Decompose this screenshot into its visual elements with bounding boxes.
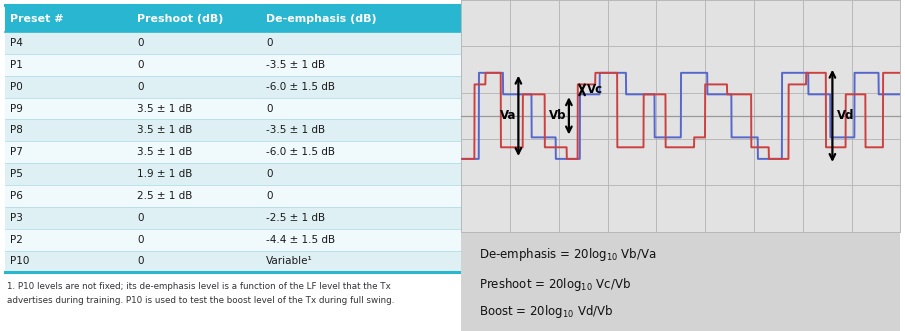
Text: P4: P4 [11,38,24,48]
Text: 3.5 ± 1 dB: 3.5 ± 1 dB [138,147,193,157]
Text: P9: P9 [11,104,24,114]
Bar [131,251,261,272]
Bar [5,207,131,229]
Text: De-emphasis (dB): De-emphasis (dB) [266,14,376,24]
Bar [462,0,900,232]
Bar [131,185,261,207]
Bar [261,98,462,119]
Text: 0: 0 [138,82,144,92]
Bar [5,229,131,251]
Text: 0: 0 [266,38,272,48]
Bar [261,54,462,76]
Bar [5,54,131,76]
Bar [131,32,261,54]
Text: 0: 0 [138,38,144,48]
Text: Vd: Vd [837,109,854,122]
Bar [261,207,462,229]
Text: Preshoot = 20log$_{10}$ Vc/Vb: Preshoot = 20log$_{10}$ Vc/Vb [479,276,631,293]
Text: 1. P10 levels are not fixed; its de-emphasis level is a function of the LF level: 1. P10 levels are not fixed; its de-emph… [7,282,395,305]
Text: P10: P10 [11,257,30,266]
Text: Vc: Vc [586,83,603,96]
Text: P8: P8 [11,125,24,135]
Text: 3.5 ± 1 dB: 3.5 ± 1 dB [138,125,193,135]
Bar [5,251,131,272]
Text: Variable¹: Variable¹ [266,257,313,266]
Bar [131,76,261,98]
Text: 2.5 ± 1 dB: 2.5 ± 1 dB [138,191,193,201]
Text: Va: Va [500,109,516,122]
Text: P7: P7 [11,147,24,157]
Bar [5,5,131,32]
Text: 1.9 ± 1 dB: 1.9 ± 1 dB [138,169,193,179]
Text: -6.0 ± 1.5 dB: -6.0 ± 1.5 dB [266,82,335,92]
Bar [131,5,261,32]
Text: Boost = 20log$_{10}$ Vd/Vb: Boost = 20log$_{10}$ Vd/Vb [479,303,614,320]
Bar [131,207,261,229]
Text: -4.4 ± 1.5 dB: -4.4 ± 1.5 dB [266,235,336,245]
Text: 0: 0 [266,191,272,201]
Text: P2: P2 [11,235,24,245]
Text: P3: P3 [11,213,24,223]
Bar [5,76,131,98]
Text: Preshoot (dB): Preshoot (dB) [138,14,224,24]
Text: P6: P6 [11,191,24,201]
Bar [261,76,462,98]
Bar [5,98,131,119]
Bar [131,54,261,76]
Bar [131,163,261,185]
Bar [5,185,131,207]
Text: 0: 0 [138,60,144,70]
Text: 0: 0 [138,257,144,266]
Text: De-emphasis = 20log$_{10}$ Vb/Va: De-emphasis = 20log$_{10}$ Vb/Va [479,246,656,263]
Bar [131,98,261,119]
Text: 0: 0 [266,169,272,179]
Text: -3.5 ± 1 dB: -3.5 ± 1 dB [266,125,326,135]
Bar [261,185,462,207]
Bar [5,32,131,54]
Text: -3.5 ± 1 dB: -3.5 ± 1 dB [266,60,326,70]
Text: P5: P5 [11,169,24,179]
Text: 0: 0 [138,213,144,223]
Bar [5,163,131,185]
Bar [261,229,462,251]
Bar [261,141,462,163]
Text: Preset #: Preset # [11,14,64,24]
Text: 0: 0 [266,104,272,114]
Bar [5,119,131,141]
Bar [462,232,900,331]
Bar [131,119,261,141]
Text: P0: P0 [11,82,24,92]
Text: -2.5 ± 1 dB: -2.5 ± 1 dB [266,213,326,223]
Bar [261,32,462,54]
Bar [261,119,462,141]
Text: -6.0 ± 1.5 dB: -6.0 ± 1.5 dB [266,147,335,157]
Bar [261,5,462,32]
Text: 0: 0 [138,235,144,245]
Bar [261,251,462,272]
Bar [5,141,131,163]
Bar [131,229,261,251]
Text: P1: P1 [11,60,24,70]
Bar [261,163,462,185]
Text: Vb: Vb [549,109,567,122]
Text: 3.5 ± 1 dB: 3.5 ± 1 dB [138,104,193,114]
Bar [131,141,261,163]
